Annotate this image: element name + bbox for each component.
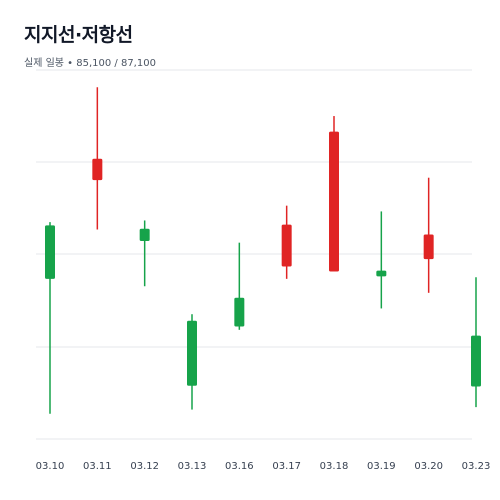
- x-tick-label: 03.16: [225, 461, 254, 472]
- x-tick-label: 03.17: [272, 461, 301, 472]
- candle-body: [423, 234, 434, 260]
- candle-body: [234, 297, 245, 327]
- candle-body: [376, 270, 387, 277]
- x-tick-label: 03.18: [320, 461, 349, 472]
- chart-title: 지지선·저항선: [24, 24, 133, 46]
- candle-body: [281, 224, 292, 267]
- candle-body: [45, 225, 55, 279]
- candle-body: [139, 228, 150, 242]
- x-tick-label: 03.23: [462, 461, 491, 472]
- chart-subtitle: 실제 일봉 • 85,100 / 87,100: [24, 58, 156, 69]
- candle-body: [471, 335, 481, 387]
- x-tick-label: 03.19: [367, 461, 396, 472]
- x-tick-label: 03.13: [178, 461, 207, 472]
- x-tick-label: 03.12: [130, 461, 159, 472]
- candle-body: [92, 158, 103, 181]
- candle-body: [187, 320, 197, 386]
- x-tick-label: 03.11: [83, 461, 112, 472]
- x-tick-label: 03.10: [36, 461, 65, 472]
- x-tick-label: 03.20: [414, 461, 443, 472]
- candle-body: [329, 131, 339, 272]
